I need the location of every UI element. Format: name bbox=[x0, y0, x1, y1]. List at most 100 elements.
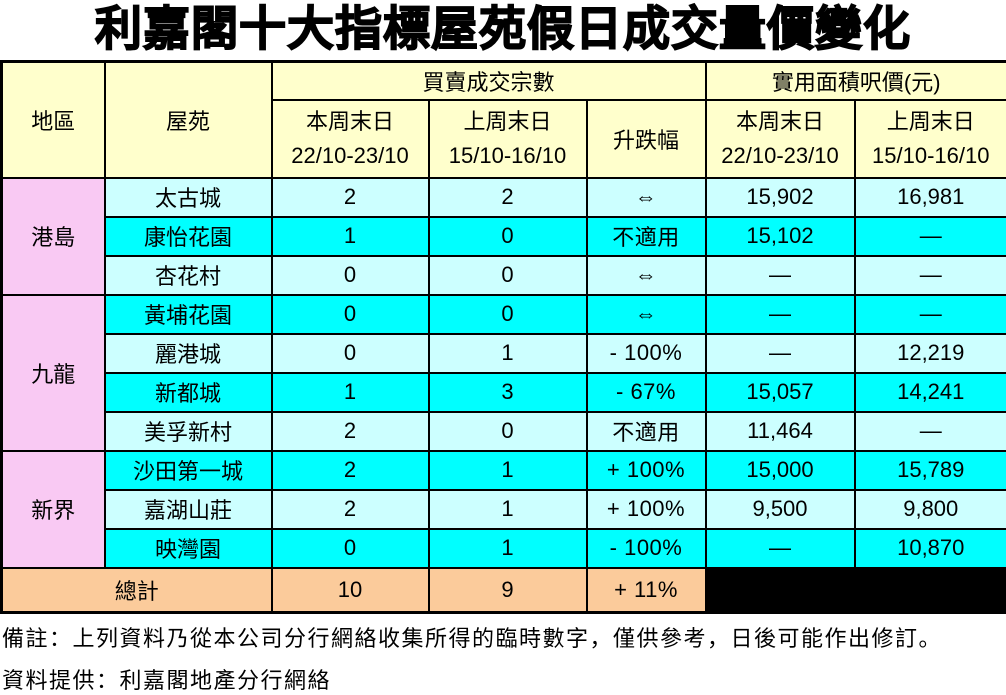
source-text: 資料提供：利嘉閣地產分行網絡 bbox=[0, 663, 1006, 695]
blackout-cell bbox=[706, 568, 1006, 613]
change-cell: 不適用 bbox=[587, 217, 706, 256]
px-last-cell: 12,219 bbox=[855, 334, 1006, 373]
change-cell: 不適用 bbox=[587, 412, 706, 451]
header-estate: 屋苑 bbox=[105, 62, 272, 178]
header-px-last-week-label: 上周末日 bbox=[856, 105, 1006, 139]
px-last-cell: 9,800 bbox=[855, 490, 1006, 529]
header-px-last-week: 上周末日 15/10-16/10 bbox=[855, 100, 1006, 178]
px-last-cell: — bbox=[855, 256, 1006, 295]
estate-cell: 麗港城 bbox=[105, 334, 272, 373]
tx-this-cell: 2 bbox=[272, 178, 429, 217]
px-this-cell: — bbox=[706, 256, 855, 295]
px-this-cell: — bbox=[706, 529, 855, 568]
table-row: 康怡花園 1 0 不適用 15,102 — bbox=[2, 217, 1006, 256]
header-transactions-group: 買賣成交宗數 bbox=[272, 62, 706, 100]
tx-this-cell: 0 bbox=[272, 334, 429, 373]
header-px-this-week-dates: 22/10-23/10 bbox=[707, 139, 854, 173]
tx-this-cell: 2 bbox=[272, 412, 429, 451]
table-row: 九龍 黃埔花園 0 0 ⇔ — — bbox=[2, 295, 1006, 334]
estate-cell: 杏花村 bbox=[105, 256, 272, 295]
tx-this-cell: 0 bbox=[272, 256, 429, 295]
remark-text: 備註：上列資料乃從本公司分行網絡收集所得的臨時數字，僅供參考，日後可能作出修訂。 bbox=[0, 621, 1006, 653]
estate-cell: 太古城 bbox=[105, 178, 272, 217]
estate-cell: 新都城 bbox=[105, 373, 272, 412]
tx-this-cell: 0 bbox=[272, 529, 429, 568]
change-cell: ⇔ bbox=[587, 295, 706, 334]
tx-last-cell: 1 bbox=[429, 451, 587, 490]
tx-this-cell: 1 bbox=[272, 373, 429, 412]
table-row: 新都城 1 3 - 67% 15,057 14,241 bbox=[2, 373, 1006, 412]
change-cell: - 100% bbox=[587, 334, 706, 373]
estate-cell: 嘉湖山莊 bbox=[105, 490, 272, 529]
px-last-cell: — bbox=[855, 295, 1006, 334]
header-tx-last-week-dates: 15/10-16/10 bbox=[430, 139, 586, 173]
total-label: 總計 bbox=[2, 568, 272, 613]
total-tx-last: 9 bbox=[429, 568, 587, 613]
tx-last-cell: 1 bbox=[429, 334, 587, 373]
estate-cell: 黃埔花園 bbox=[105, 295, 272, 334]
header-px-this-week-label: 本周末日 bbox=[707, 105, 854, 139]
table-row: 嘉湖山莊 2 1 + 100% 9,500 9,800 bbox=[2, 490, 1006, 529]
px-this-cell: — bbox=[706, 295, 855, 334]
table-footer: 總計 10 9 + 11% bbox=[2, 568, 1006, 613]
px-last-cell: 14,241 bbox=[855, 373, 1006, 412]
tx-this-cell: 2 bbox=[272, 490, 429, 529]
change-cell: ⇔ bbox=[587, 178, 706, 217]
px-last-cell: 15,789 bbox=[855, 451, 1006, 490]
tx-this-cell: 0 bbox=[272, 295, 429, 334]
total-tx-this: 10 bbox=[272, 568, 429, 613]
px-last-cell: 16,981 bbox=[855, 178, 1006, 217]
px-this-cell: 11,464 bbox=[706, 412, 855, 451]
total-row: 總計 10 9 + 11% bbox=[2, 568, 1006, 613]
tx-last-cell: 2 bbox=[429, 178, 587, 217]
header-tx-this-week: 本周末日 22/10-23/10 bbox=[272, 100, 429, 178]
estate-cell: 映灣園 bbox=[105, 529, 272, 568]
header-px-this-week: 本周末日 22/10-23/10 bbox=[706, 100, 855, 178]
change-cell: + 100% bbox=[587, 451, 706, 490]
table-row: 美孚新村 2 0 不適用 11,464 — bbox=[2, 412, 1006, 451]
header-px-last-week-dates: 15/10-16/10 bbox=[856, 139, 1006, 173]
table-row: 新界 沙田第一城 2 1 + 100% 15,000 15,789 bbox=[2, 451, 1006, 490]
px-last-cell: — bbox=[855, 412, 1006, 451]
change-cell: + 100% bbox=[587, 490, 706, 529]
tx-last-cell: 0 bbox=[429, 256, 587, 295]
px-last-cell: 10,870 bbox=[855, 529, 1006, 568]
header-tx-last-week-label: 上周末日 bbox=[430, 105, 586, 139]
district-cell-kowloon: 九龍 bbox=[2, 295, 105, 451]
header-tx-last-week: 上周末日 15/10-16/10 bbox=[429, 100, 587, 178]
page-title: 利嘉閣十大指標屋苑假日成交量價變化 bbox=[0, 0, 1006, 60]
table-body: 港島 太古城 2 2 ⇔ 15,902 16,981 康怡花園 1 0 不適用 … bbox=[2, 178, 1006, 568]
district-cell-hongkong-island: 港島 bbox=[2, 178, 105, 295]
header-district: 地區 bbox=[2, 62, 105, 178]
estate-cell: 美孚新村 bbox=[105, 412, 272, 451]
px-this-cell: 15,057 bbox=[706, 373, 855, 412]
tx-this-cell: 2 bbox=[272, 451, 429, 490]
tx-this-cell: 1 bbox=[272, 217, 429, 256]
estate-cell: 沙田第一城 bbox=[105, 451, 272, 490]
header-tx-this-week-label: 本周末日 bbox=[273, 105, 428, 139]
px-last-cell: — bbox=[855, 217, 1006, 256]
estate-cell: 康怡花園 bbox=[105, 217, 272, 256]
change-cell: - 67% bbox=[587, 373, 706, 412]
px-this-cell: 9,500 bbox=[706, 490, 855, 529]
px-this-cell: — bbox=[706, 334, 855, 373]
table-header: 地區 屋苑 買賣成交宗數 實用面積呎價(元) 本周末日 22/10-23/10 … bbox=[2, 62, 1006, 178]
header-change: 升跌幅 bbox=[587, 100, 706, 178]
tx-last-cell: 3 bbox=[429, 373, 587, 412]
px-this-cell: 15,902 bbox=[706, 178, 855, 217]
tx-last-cell: 0 bbox=[429, 412, 587, 451]
tx-last-cell: 1 bbox=[429, 490, 587, 529]
tx-last-cell: 0 bbox=[429, 217, 587, 256]
change-cell: - 100% bbox=[587, 529, 706, 568]
total-change: + 11% bbox=[587, 568, 706, 613]
change-cell: ⇔ bbox=[587, 256, 706, 295]
header-price-group: 實用面積呎價(元) bbox=[706, 62, 1006, 100]
tx-last-cell: 1 bbox=[429, 529, 587, 568]
table-row: 麗港城 0 1 - 100% — 12,219 bbox=[2, 334, 1006, 373]
estates-table: 地區 屋苑 買賣成交宗數 實用面積呎價(元) 本周末日 22/10-23/10 … bbox=[0, 60, 1006, 614]
table-row: 映灣園 0 1 - 100% — 10,870 bbox=[2, 529, 1006, 568]
px-this-cell: 15,102 bbox=[706, 217, 855, 256]
header-tx-this-week-dates: 22/10-23/10 bbox=[273, 139, 428, 173]
px-this-cell: 15,000 bbox=[706, 451, 855, 490]
table-row: 港島 太古城 2 2 ⇔ 15,902 16,981 bbox=[2, 178, 1006, 217]
